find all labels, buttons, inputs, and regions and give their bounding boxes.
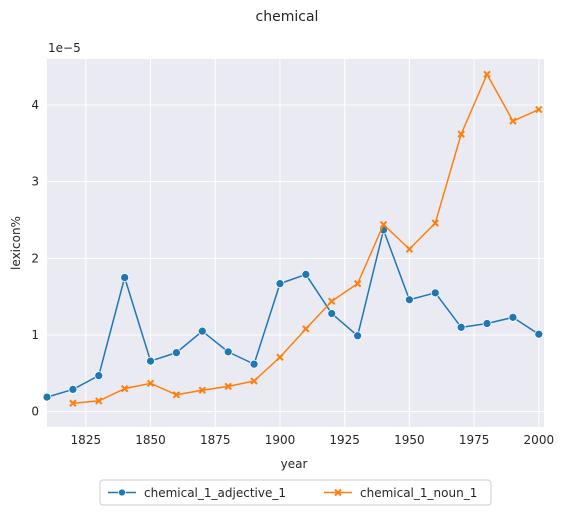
data-point bbox=[198, 386, 207, 394]
data-point bbox=[508, 312, 518, 322]
legend-marker-adjective bbox=[118, 488, 126, 497]
data-point bbox=[172, 348, 181, 358]
data-point bbox=[249, 359, 259, 369]
chart-title: chemical bbox=[256, 9, 319, 25]
plot-area bbox=[47, 59, 544, 427]
data-point bbox=[95, 397, 103, 405]
y-tick-label: 0 bbox=[31, 405, 39, 419]
data-point bbox=[69, 399, 77, 407]
data-point bbox=[42, 392, 52, 402]
data-point bbox=[379, 220, 388, 229]
x-tick-label: 1900 bbox=[265, 433, 296, 447]
data-point bbox=[353, 279, 362, 288]
data-point bbox=[250, 377, 258, 385]
data-point bbox=[456, 322, 466, 332]
series-line bbox=[46, 229, 540, 398]
y-tick-label: 3 bbox=[31, 175, 39, 189]
y-tick-label: 1 bbox=[31, 328, 39, 342]
data-point bbox=[146, 379, 155, 388]
data-point bbox=[509, 117, 517, 125]
data-point bbox=[68, 385, 78, 394]
data-point bbox=[353, 331, 362, 341]
y-axis-label: lexicon% bbox=[9, 216, 23, 270]
x-tick-label: 2000 bbox=[524, 433, 555, 447]
data-point bbox=[224, 382, 232, 391]
data-point bbox=[405, 295, 414, 305]
legend-label-adjective: chemical_1_adjective_1 bbox=[144, 486, 286, 500]
y-axis-ticks: 0 1 2 3 4 bbox=[31, 98, 39, 419]
y-scale-offset-label: 1e−5 bbox=[48, 41, 81, 55]
data-point bbox=[276, 353, 284, 361]
legend-label-noun: chemical_1_noun_1 bbox=[360, 486, 477, 500]
data-point bbox=[482, 319, 492, 328]
data-point bbox=[302, 325, 310, 333]
data-point bbox=[94, 371, 104, 381]
x-tick-label: 1925 bbox=[329, 433, 360, 447]
data-point bbox=[328, 297, 336, 305]
data-point bbox=[197, 326, 207, 336]
data-point bbox=[120, 384, 129, 393]
legend-marker-noun bbox=[334, 488, 342, 497]
data-point bbox=[535, 105, 543, 114]
legend-frame bbox=[99, 479, 492, 506]
x-tick-label: 1975 bbox=[459, 433, 490, 447]
data-point bbox=[146, 356, 155, 366]
data-point bbox=[534, 329, 544, 339]
data-point bbox=[223, 347, 233, 357]
y-tick-label: 2 bbox=[31, 251, 39, 265]
data-point bbox=[172, 391, 181, 399]
x-tick-label: 1850 bbox=[135, 433, 166, 447]
data-point bbox=[483, 70, 491, 79]
series-chemical_1_noun_1 bbox=[69, 70, 543, 407]
data-point bbox=[120, 273, 130, 282]
x-axis-ticks: 1825 1850 1875 1900 1925 1950 1975 2000 bbox=[71, 433, 555, 447]
gridlines bbox=[47, 59, 544, 427]
data-point bbox=[431, 219, 439, 227]
data-point bbox=[405, 245, 414, 253]
data-point bbox=[301, 270, 311, 279]
x-tick-label: 1875 bbox=[200, 433, 231, 447]
x-axis-label: year bbox=[281, 457, 308, 471]
series-layer bbox=[42, 70, 544, 407]
data-point bbox=[275, 279, 285, 289]
x-tick-label: 1825 bbox=[71, 433, 102, 447]
x-tick-label: 1950 bbox=[394, 433, 425, 447]
data-point bbox=[327, 309, 337, 318]
data-point bbox=[430, 288, 440, 298]
legend: chemical_1_adjective_1 chemical_1_noun_1 bbox=[99, 479, 492, 506]
data-point bbox=[457, 130, 465, 138]
y-tick-label: 4 bbox=[31, 98, 39, 112]
